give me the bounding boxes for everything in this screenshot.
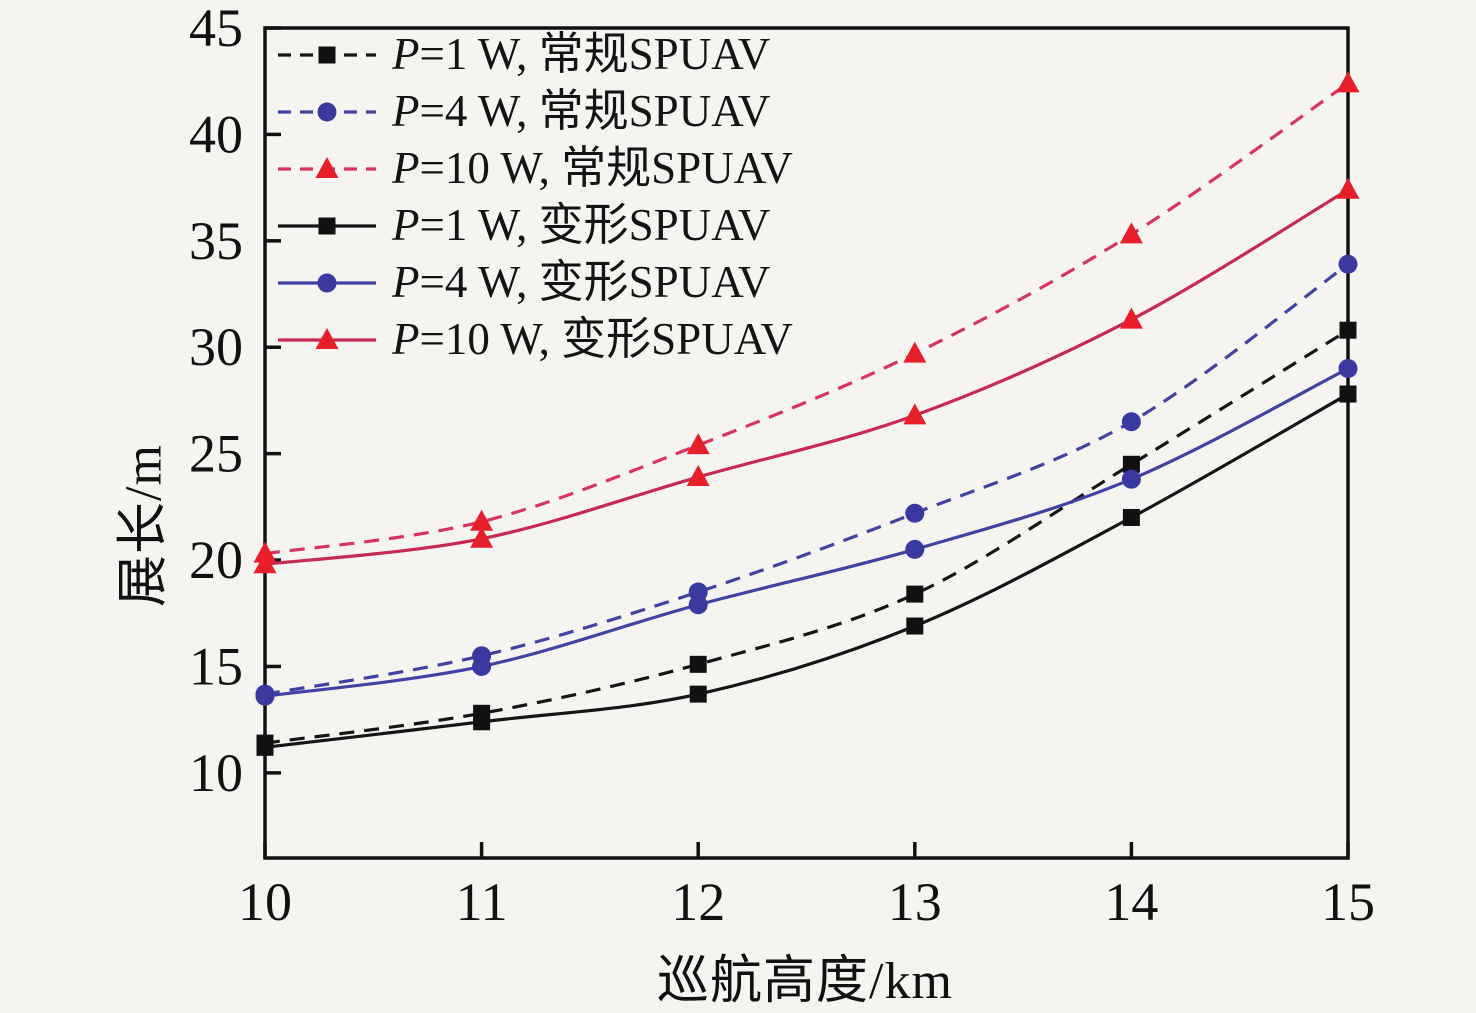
series-line: [264, 82, 1349, 556]
legend-label: P=1 W, 常规SPUAV: [392, 29, 771, 79]
x-tick-label: 10: [238, 872, 292, 932]
legend-label: P=4 W, 常规SPUAV: [392, 86, 771, 136]
series-line: [264, 367, 1349, 698]
marker-triangle-icon: [1336, 71, 1360, 93]
marker-circle-icon: [688, 595, 708, 615]
marker-square-icon: [1122, 455, 1140, 473]
y-tick-label: 20: [189, 530, 243, 590]
x-tick-label: 12: [671, 872, 725, 932]
marker-square-icon: [1339, 321, 1357, 339]
marker-triangle-icon: [903, 341, 927, 363]
marker-triangle-icon: [903, 403, 927, 425]
legend-sample-solid-square-icon: [278, 217, 376, 234]
marker-square-icon: [473, 713, 491, 731]
series-5: [255, 359, 1358, 706]
marker-circle-icon: [255, 686, 275, 706]
legend-marker-triangle-icon: [315, 156, 339, 178]
marker-circle-icon: [905, 539, 925, 559]
marker-circle-icon: [905, 503, 925, 523]
y-axis-title: 展长/m: [115, 444, 173, 607]
y-tick-label: 15: [189, 636, 243, 696]
legend-label: P=4 W, 变形SPUAV: [392, 257, 771, 307]
plot-border: [263, 26, 1350, 860]
legend: P=1 W, 常规SPUAV P=4 W, 常规SPUAV P=10 W, 常规SP…: [276, 26, 793, 368]
legend-sample-dashed-square-icon: [278, 46, 376, 63]
series-3: [253, 71, 1360, 563]
legend-label: P=10 W, 常规SPUAV: [392, 143, 793, 193]
y-tick-label: 30: [189, 317, 243, 377]
marker-triangle-icon: [686, 465, 710, 487]
x-tick-label: 15: [1321, 872, 1375, 932]
legend-sample-dashed-triangle-icon: [278, 156, 376, 178]
series-6: [253, 177, 1360, 574]
x-tick-label: 11: [456, 872, 508, 932]
legend-item-3: P=10 W, 常规SPUAV: [276, 140, 793, 197]
series-line: [264, 262, 1349, 696]
series-4: [256, 385, 1357, 756]
legend-label: P=1 W, 变形SPUAV: [392, 200, 771, 250]
marker-square-icon: [906, 617, 924, 635]
x-axis-title: 巡航高度/km: [657, 953, 953, 1010]
marker-square-icon: [689, 685, 707, 703]
marker-triangle-icon: [470, 526, 494, 548]
y-tick-label: 10: [189, 743, 243, 803]
marker-square-icon: [1339, 385, 1357, 403]
marker-circle-icon: [1121, 469, 1141, 489]
marker-triangle-icon: [1119, 307, 1143, 329]
y-tick-label: 40: [189, 104, 243, 164]
legend-label: P=10 W, 变形SPUAV: [392, 314, 793, 364]
x-tick-label: 14: [1104, 872, 1158, 932]
legend-item-4: P=1 W, 变形SPUAV: [276, 197, 793, 254]
legend-marker-square-icon: [318, 217, 336, 234]
y-tick-label: 45: [189, 0, 243, 58]
marker-square-icon: [1122, 508, 1140, 526]
legend-item-1: P=1 W, 常规SPUAV: [276, 26, 793, 83]
legend-marker-circle-icon: [317, 102, 337, 121]
marker-triangle-icon: [253, 552, 277, 574]
marker-circle-icon: [1338, 254, 1358, 274]
legend-sample-solid-circle-icon: [278, 273, 376, 292]
series-1: [256, 321, 1357, 752]
series-line: [264, 188, 1349, 566]
marker-square-icon: [689, 655, 707, 673]
marker-circle-icon: [1338, 359, 1358, 379]
legend-item-2: P=4 W, 常规SPUAV: [276, 83, 793, 140]
marker-triangle-icon: [253, 541, 277, 563]
marker-circle-icon: [1121, 412, 1141, 432]
legend-sample-solid-triangle-icon: [278, 327, 376, 349]
marker-circle-icon: [472, 656, 492, 676]
y-tick-label: 35: [189, 211, 243, 271]
marker-triangle-icon: [686, 433, 710, 455]
series-line: [264, 392, 1349, 749]
marker-square-icon: [256, 738, 274, 756]
legend-marker-triangle-icon: [315, 327, 339, 349]
series-line: [264, 328, 1349, 745]
y-tick-label: 25: [189, 424, 243, 484]
marker-triangle-icon: [1119, 222, 1143, 244]
x-tick-label: 13: [888, 872, 942, 932]
legend-item-6: P=10 W, 变形SPUAV: [276, 311, 793, 368]
marker-square-icon: [906, 585, 924, 603]
marker-triangle-icon: [470, 509, 494, 531]
legend-marker-square-icon: [318, 46, 336, 63]
marker-triangle-icon: [1336, 177, 1360, 199]
legend-marker-circle-icon: [317, 273, 337, 292]
legend-item-5: P=4 W, 变形SPUAV: [276, 254, 793, 311]
legend-sample-dashed-circle-icon: [278, 102, 376, 121]
